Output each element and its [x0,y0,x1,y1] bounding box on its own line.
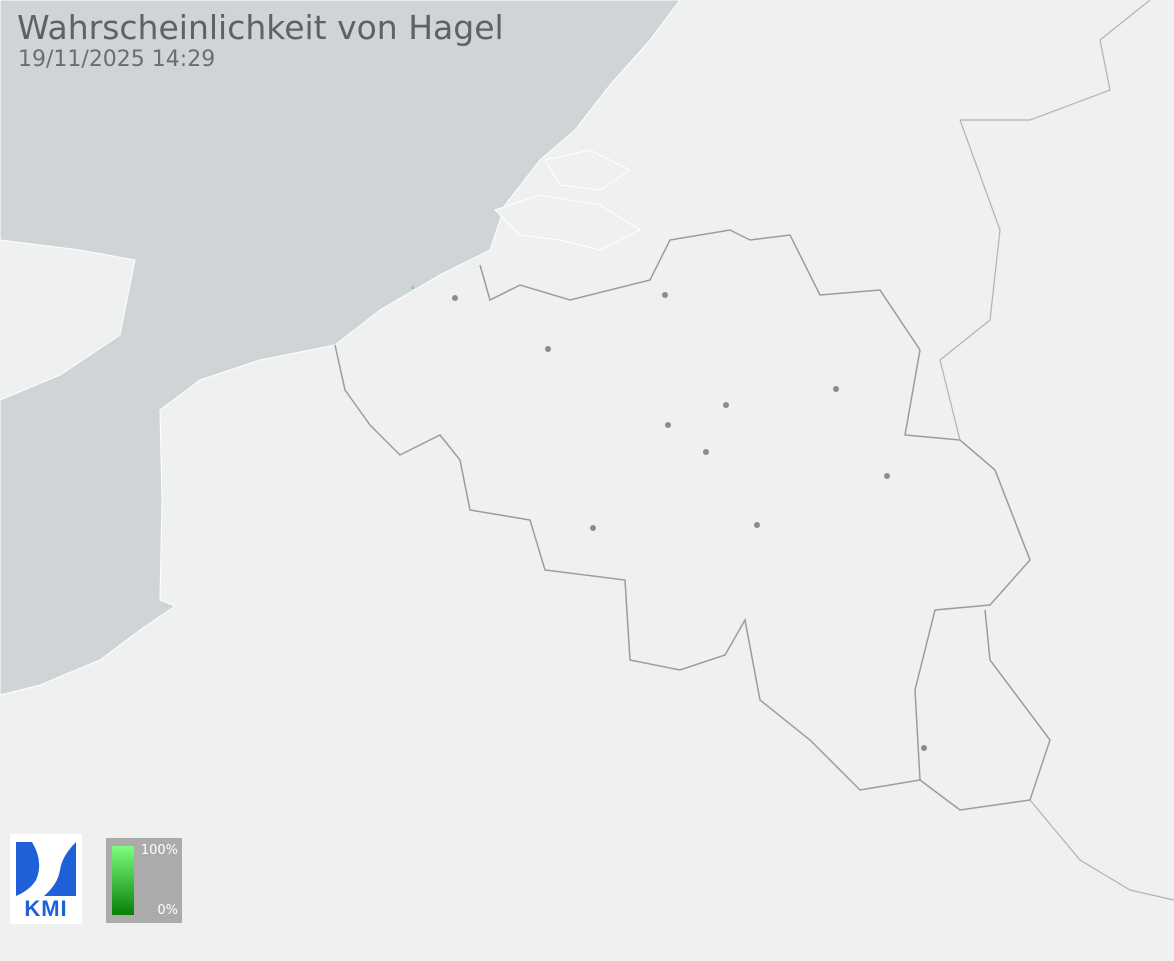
kmi-logo: KMI [10,834,82,924]
sea [0,0,681,696]
city-dot [665,422,671,428]
kmi-logo-icon [16,842,76,896]
city-dot [703,449,709,455]
city-dot [833,386,839,392]
city-dot [723,402,729,408]
city-dot [590,525,596,531]
island-coast [494,194,642,251]
hail-pixel [411,286,414,289]
logo-text: KMI [24,896,68,921]
legend-min-label: 0% [157,903,178,918]
city-dot [545,346,551,352]
legend-max-label: 100% [140,843,178,858]
city-dot [921,745,927,751]
legend-color-bar [112,846,134,915]
country-border-luxembourg [919,609,1051,811]
timestamp: 19/11/2025 14:29 [18,47,216,72]
city-dot [884,473,890,479]
country-border-belgium [334,229,1031,791]
city-dot [452,295,458,301]
city-markers [452,292,927,751]
country-border-germany [939,0,1174,901]
probability-legend: 100% 0% [106,838,182,923]
city-dot [662,292,668,298]
island-coast [544,149,631,191]
city-dot [754,522,760,528]
map-title: Wahrscheinlichkeit von Hagel [17,8,504,47]
